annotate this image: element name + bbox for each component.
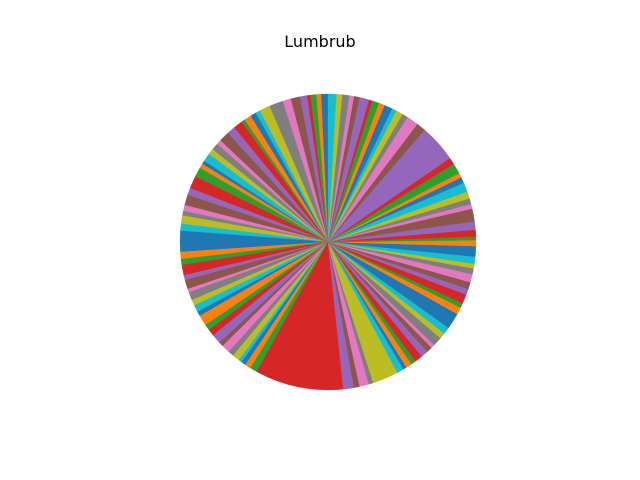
chart-title: Lumbrub (284, 32, 356, 51)
pie-slices (179, 93, 477, 391)
pie-slice-53 (256, 241, 344, 391)
pie-slice-109 (327, 93, 337, 243)
